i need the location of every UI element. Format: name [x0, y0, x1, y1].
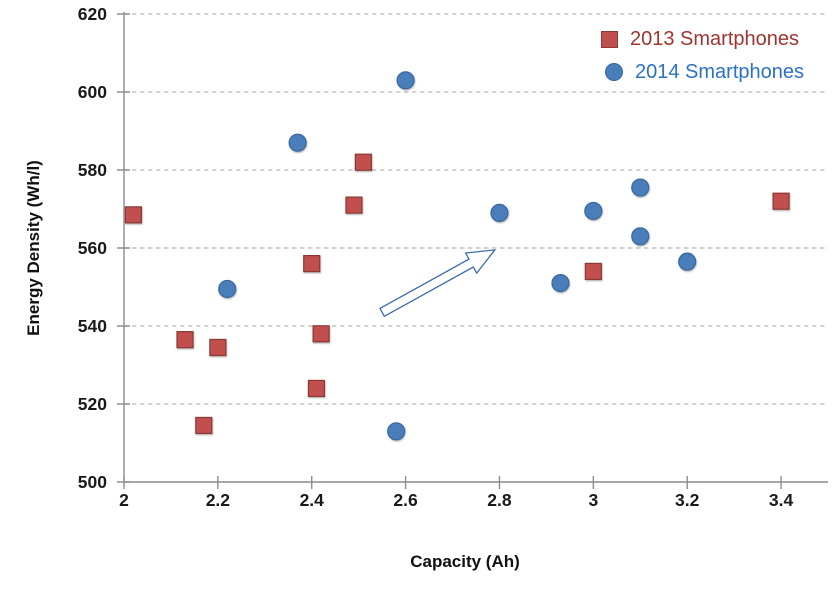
legend-circle-marker-icon	[605, 63, 623, 81]
point-2014-smartphones-8	[631, 227, 650, 246]
point-2013-smartphones-10	[584, 262, 602, 280]
point-2014-smartphones-10	[678, 252, 697, 271]
point-2013-smartphones-2	[176, 331, 194, 349]
legend: 2013 Smartphones 2014 Smartphones	[601, 26, 804, 92]
y-tick-label-620: 620	[78, 4, 107, 24]
x-axis-title: Capacity (Ah)	[410, 552, 520, 571]
point-2013-smartphones-1	[124, 206, 142, 224]
y-tick-label-560: 560	[78, 238, 107, 258]
point-2014-smartphones-3	[387, 422, 406, 441]
legend-item-2013-smartphones: 2013 Smartphones	[601, 26, 804, 52]
y-tick-label-540: 540	[78, 316, 107, 336]
x-tick-label-3.4: 3.4	[769, 490, 794, 510]
point-2014-smartphones-9	[631, 178, 650, 197]
point-2013-smartphones-4	[209, 338, 227, 357]
point-2013-smartphones-5	[303, 255, 321, 273]
y-tick-label-600: 600	[78, 82, 107, 102]
y-axis-title: Energy Density (Wh/l)	[24, 160, 43, 336]
x-tick-label-2: 2	[119, 490, 129, 510]
point-2014-smartphones-6	[551, 274, 570, 293]
point-2014-smartphones-5	[490, 203, 509, 222]
x-tick-label-2.8: 2.8	[487, 490, 512, 510]
y-tick-label-580: 580	[78, 160, 107, 180]
legend-label-2014: 2014 Smartphones	[635, 61, 805, 83]
y-tick-label-500: 500	[78, 472, 107, 492]
point-2013-smartphones-6	[307, 379, 326, 397]
point-2014-smartphones-1	[218, 279, 237, 299]
point-2013-smartphones-3	[195, 416, 213, 435]
point-2013-smartphones-7	[312, 325, 330, 343]
x-tick-label-2.6: 2.6	[393, 490, 418, 510]
legend-item-2014-smartphones: 2014 Smartphones	[601, 59, 804, 85]
x-tick-label-3.2: 3.2	[675, 490, 700, 510]
x-tick-label-2.2: 2.2	[206, 490, 231, 510]
point-2013-smartphones-11	[772, 192, 790, 210]
point-2014-smartphones-4	[396, 71, 415, 90]
legend-label-2013: 2013 Smartphones	[630, 28, 800, 50]
x-tick-label-3: 3	[588, 490, 598, 510]
trend-arrow	[379, 249, 497, 318]
x-tick-label-2.4: 2.4	[300, 490, 325, 510]
point-2013-smartphones-9	[354, 153, 372, 171]
y-tick-label-520: 520	[78, 394, 107, 414]
point-2014-smartphones-2	[288, 133, 307, 152]
point-2014-smartphones-7	[584, 201, 603, 221]
point-2013-smartphones-8	[345, 196, 363, 214]
legend-square-marker-icon	[601, 30, 618, 48]
